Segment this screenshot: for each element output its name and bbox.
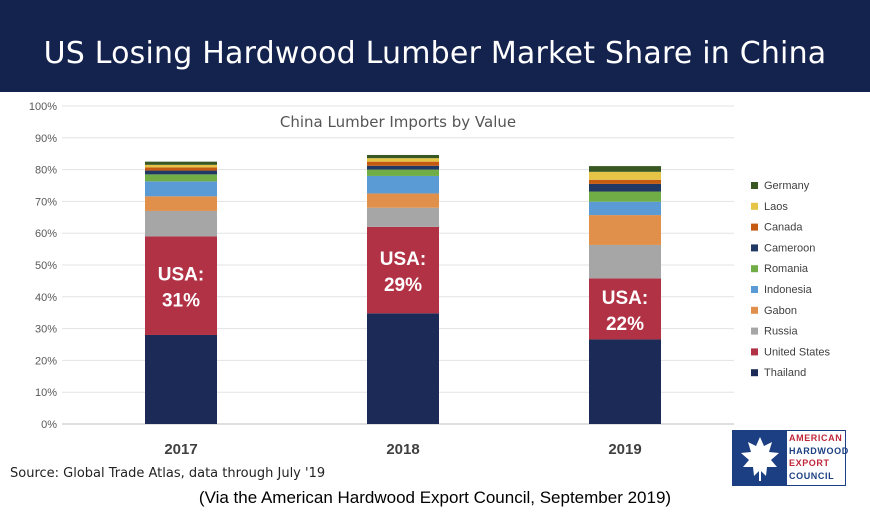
data-label-line2: 22%: [606, 314, 644, 335]
bar-segment-germany-2017: [145, 161, 217, 165]
bar-segment-cameroon-2017: [145, 170, 217, 175]
legend-label: United States: [764, 346, 831, 358]
legend-label: Russia: [764, 326, 799, 338]
y-tick-label: 100%: [29, 101, 57, 113]
bar-segment-thailand-2018: [367, 313, 439, 424]
x-tick-label: 2019: [608, 441, 641, 458]
y-tick-label: 20%: [35, 355, 57, 367]
legend-swatch: [751, 202, 758, 210]
bar-segment-united-states-2017: [145, 236, 217, 335]
legend-swatch: [751, 265, 758, 273]
bar-segment-germany-2018: [367, 154, 439, 159]
title-banner: US Losing Hardwood Lumber Market Share i…: [0, 0, 870, 92]
legend-label: Gabon: [764, 305, 797, 317]
bar-segment-laos-2019: [589, 171, 661, 180]
x-tick-label: 2017: [164, 441, 197, 458]
bar-segment-romania-2017: [145, 174, 217, 182]
legend-label: Canada: [764, 222, 803, 234]
bar-segment-indonesia-2017: [145, 181, 217, 197]
bar-segment-gabon-2019: [589, 215, 661, 245]
legend-label: Laos: [764, 201, 788, 213]
bar-segment-canada-2018: [367, 161, 439, 166]
data-label-line2: 31%: [162, 291, 200, 312]
legend-label: Germany: [764, 180, 810, 192]
bar-segment-united-states-2018: [367, 226, 439, 314]
bar-segment-thailand-2019: [589, 339, 661, 424]
stacked-bar-chart: 0% 10% 20% 30% 40% 50% 60% 70% 80% 90% 100% China L…: [29, 101, 831, 458]
logo-line-3: EXPORT: [789, 458, 830, 468]
bar-segment-indonesia-2019: [589, 201, 661, 216]
logo-line-2: HARDWOOD: [789, 445, 849, 456]
credit-line: (Via the American Hardwood Export Counci…: [198, 488, 672, 507]
y-tick-label: 70%: [35, 196, 57, 208]
bar-segment-russia-2018: [367, 207, 439, 227]
y-tick-label: 50%: [35, 260, 57, 272]
legend-label: Thailand: [764, 367, 806, 379]
data-label-line2: 29%: [384, 275, 422, 296]
bar-segment-laos-2018: [367, 158, 439, 162]
legend-label: Romania: [764, 263, 809, 275]
legend-swatch: [751, 327, 758, 335]
legend-swatch: [751, 306, 758, 314]
legend-swatch: [751, 369, 758, 377]
legend-swatch: [751, 223, 758, 231]
ahec-logo: AMERICAN HARDWOOD EXPORT COUNCIL: [732, 430, 849, 486]
data-label-line1: USA:: [158, 265, 204, 286]
bar-segment-gabon-2018: [367, 193, 439, 208]
logo-line-4: COUNCIL: [789, 470, 835, 481]
bar-segment-germany-2019: [589, 166, 661, 172]
bar-segment-russia-2019: [589, 244, 661, 279]
data-label-line1: USA:: [380, 249, 426, 270]
bar-segment-indonesia-2018: [367, 175, 439, 194]
logo-line-1: AMERICAN: [789, 433, 843, 443]
bar-segment-russia-2017: [145, 210, 217, 237]
data-label-line1: USA:: [602, 288, 648, 309]
bar-segment-laos-2017: [145, 164, 217, 168]
y-tick-label: 80%: [35, 165, 57, 177]
bar-segment-canada-2019: [589, 179, 661, 184]
y-tick-label: 30%: [35, 324, 57, 336]
y-tick-label: 60%: [35, 228, 57, 240]
legend-label: Indonesia: [764, 284, 813, 296]
page-title: US Losing Hardwood Lumber Market Share i…: [43, 36, 827, 71]
chart-title: China Lumber Imports by Value: [280, 113, 516, 131]
y-tick-label: 0%: [41, 419, 57, 431]
bar-segment-cameroon-2018: [367, 165, 439, 170]
bar-segment-gabon-2017: [145, 196, 217, 211]
legend-swatch: [751, 348, 758, 356]
bar-segment-thailand-2017: [145, 334, 217, 424]
bar-segment-romania-2018: [367, 169, 439, 176]
legend-swatch: [751, 182, 758, 189]
bar-segment-united-states-2019: [589, 278, 661, 340]
legend-label: Cameroon: [764, 242, 815, 254]
y-tick-label: 10%: [35, 387, 57, 399]
x-tick-label: 2018: [386, 441, 419, 458]
y-tick-label: 40%: [35, 292, 57, 304]
bar-segment-romania-2019: [589, 191, 661, 202]
legend-swatch: [751, 244, 758, 252]
source-note: Source: Global Trade Atlas, data through…: [10, 466, 326, 481]
bar-segment-cameroon-2019: [589, 183, 661, 192]
bar-segment-canada-2017: [145, 167, 217, 171]
y-tick-label: 90%: [35, 133, 57, 145]
legend-swatch: [751, 286, 758, 293]
leaf-logo-icon: [733, 431, 787, 485]
